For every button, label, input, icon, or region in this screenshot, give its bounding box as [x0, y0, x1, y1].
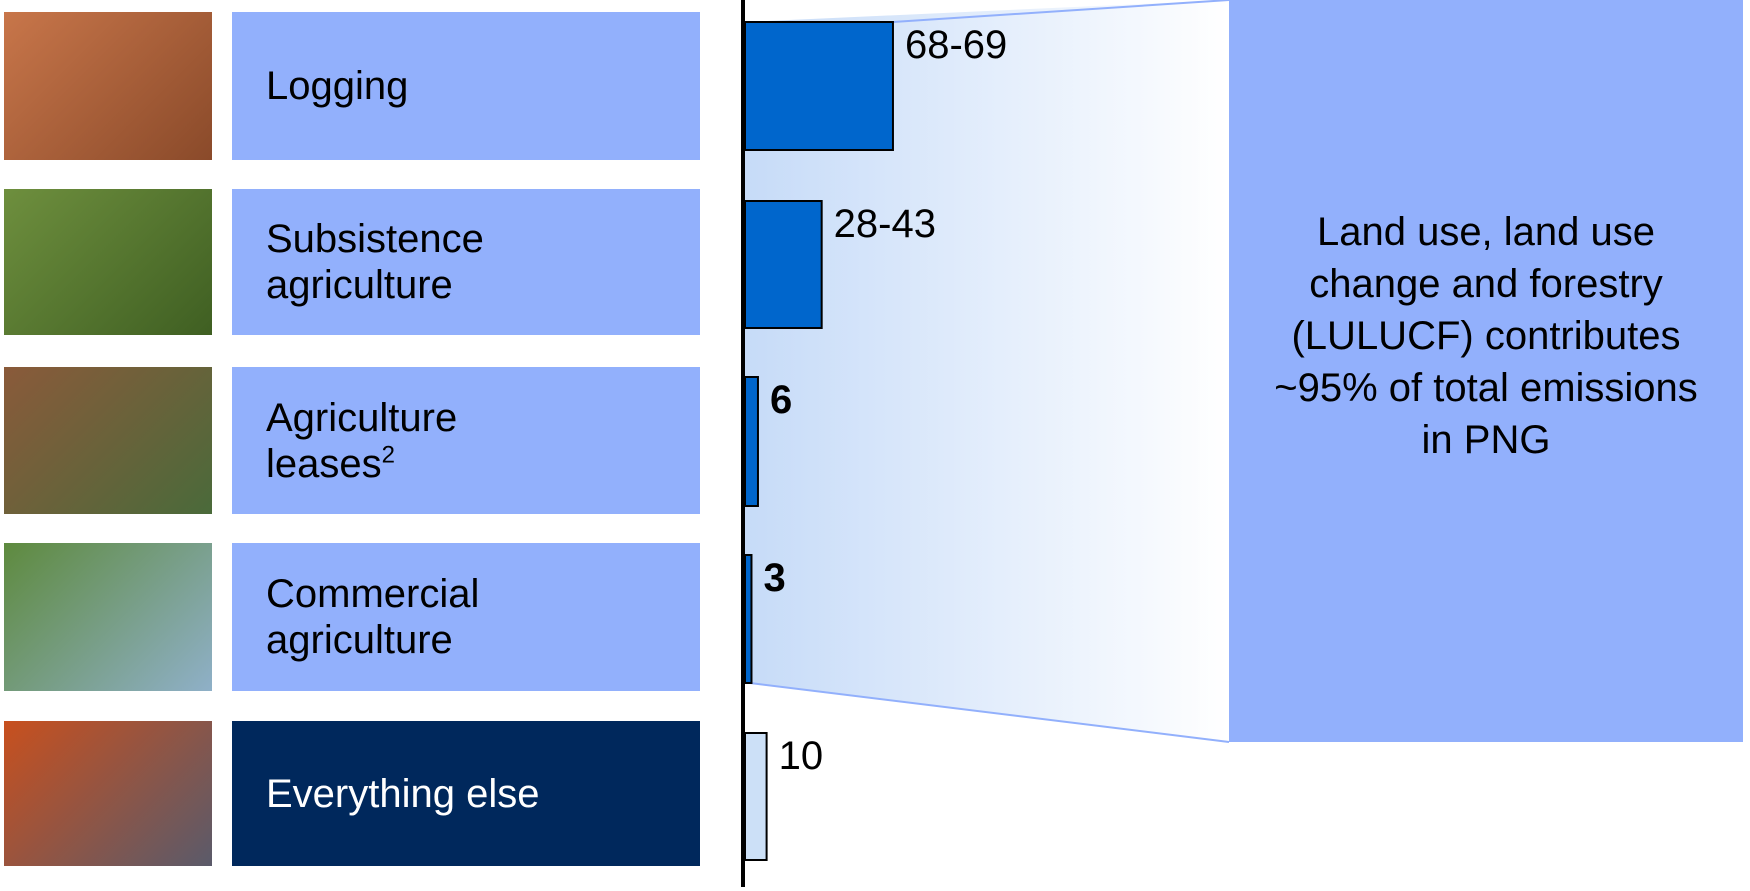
category-label-box: Everything else — [232, 721, 700, 866]
callout: Land use, land use change and forestry (… — [1229, 0, 1743, 742]
photo — [4, 367, 212, 514]
photo — [4, 12, 212, 160]
category-label: Commercial agriculture — [266, 572, 480, 662]
value-label: 6 — [770, 378, 792, 422]
bar — [744, 376, 759, 507]
category-label-box: Logging — [232, 12, 700, 160]
category-label-box: Commercial agriculture — [232, 543, 700, 691]
category-label: Everything else — [266, 771, 540, 816]
category-label-box: Agriculture leases2 — [232, 367, 700, 514]
category-label-wrap: Commercial agriculture — [266, 571, 586, 663]
category-label: Subsistence agriculture — [266, 217, 484, 307]
photo — [4, 721, 212, 866]
value-label: 10 — [779, 734, 824, 778]
category-label-wrap: Agriculture leases2 — [266, 395, 586, 487]
category-label: Agriculture leases — [266, 395, 458, 486]
footnote-mark: 2 — [381, 441, 395, 469]
bar — [744, 200, 823, 329]
bar — [744, 554, 753, 684]
category-label: Logging — [266, 64, 409, 108]
zoom-line — [749, 682, 1230, 743]
bar — [744, 21, 894, 151]
category-label-wrap: Logging — [266, 63, 408, 109]
photo — [4, 543, 212, 691]
category-label-box: Subsistence agriculture — [232, 189, 700, 335]
value-label: 3 — [763, 556, 785, 600]
category-label-wrap: Subsistence agriculture — [266, 216, 586, 308]
photo — [4, 189, 212, 335]
value-label: 68-69 — [905, 23, 1007, 67]
value-label: 28-43 — [834, 202, 936, 246]
category-label-wrap: Everything else — [266, 771, 539, 817]
bar — [744, 732, 768, 861]
zoom-fill — [745, 0, 1229, 742]
zoom-line — [892, 0, 1230, 23]
